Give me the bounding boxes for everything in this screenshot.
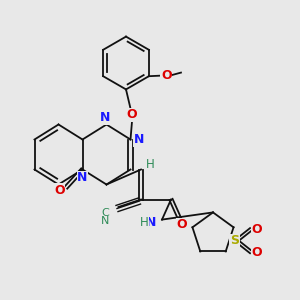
- Text: S: S: [230, 234, 239, 247]
- Text: O: O: [252, 246, 262, 259]
- Text: O: O: [176, 218, 187, 232]
- Text: N: N: [146, 216, 156, 229]
- Text: N: N: [77, 171, 88, 184]
- Text: O: O: [252, 223, 262, 236]
- Text: H: H: [140, 216, 148, 229]
- Text: N: N: [101, 216, 110, 226]
- Text: N: N: [100, 111, 110, 124]
- Text: O: O: [161, 69, 172, 82]
- Text: O: O: [54, 184, 65, 197]
- Text: H: H: [146, 158, 154, 171]
- Text: C: C: [102, 208, 110, 218]
- Text: N: N: [134, 133, 144, 146]
- Text: O: O: [127, 108, 137, 122]
